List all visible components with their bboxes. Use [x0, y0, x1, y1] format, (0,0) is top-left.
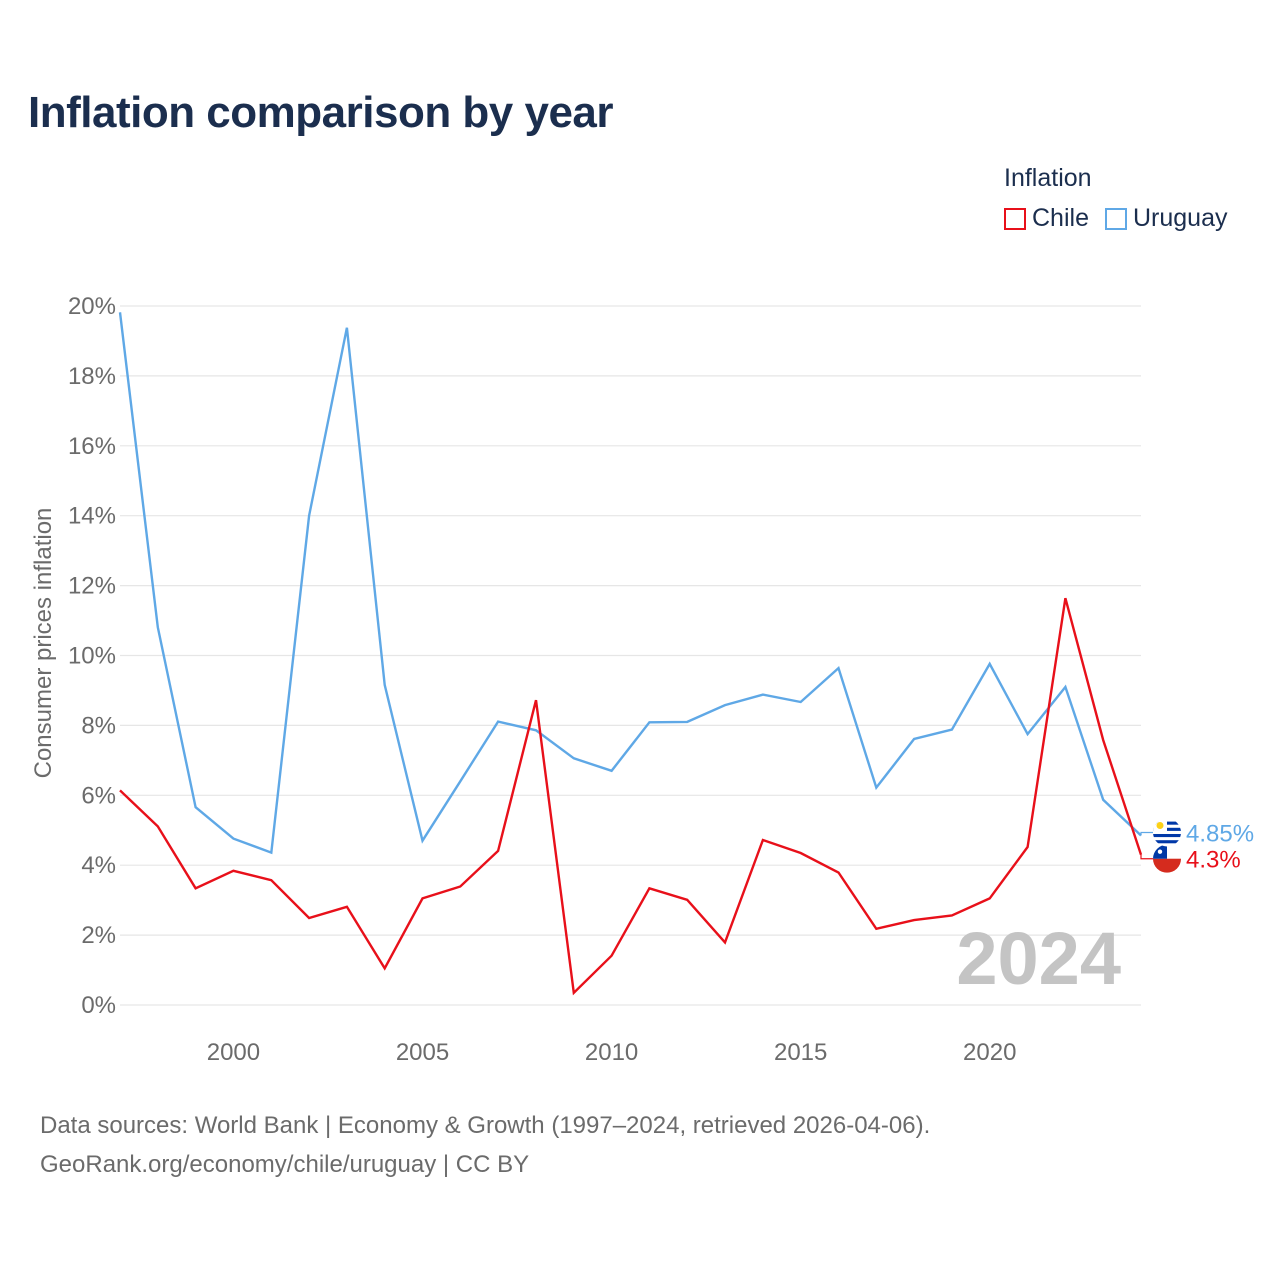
flag-body	[1153, 844, 1181, 873]
chart-title: Inflation comparison by year	[28, 88, 614, 137]
legend-swatch-uruguay	[1104, 207, 1127, 230]
flag-stripe	[1153, 840, 1181, 844]
x-tick-label: 2005	[396, 1039, 449, 1066]
footer: Data sources: World Bank | Economy & Gro…	[40, 1106, 930, 1184]
series-line-chile[interactable]	[119, 597, 1143, 996]
y-axis-ticks: 0% 2% 4% 6% 8% 10% 12% 14% 16% 18% 20%	[68, 293, 116, 1019]
flag-sun	[1156, 821, 1164, 829]
gridlines	[120, 305, 1141, 1006]
legend-title: Inflation	[1004, 164, 1092, 192]
flag-stripe	[1153, 858, 1181, 873]
x-axis-ticks: 2000 2005 2010 2015 2020	[207, 1039, 1017, 1066]
series-lines	[118, 312, 1143, 996]
year-watermark: 2024	[956, 917, 1121, 1000]
flag-star	[1157, 849, 1163, 854]
y-tick-label: 16%	[68, 433, 116, 460]
x-tick-label: 2015	[774, 1039, 827, 1066]
flag-chile-icon	[1153, 844, 1181, 873]
end-connector-uruguay	[1140, 831, 1153, 836]
flag-uruguay-icon	[1153, 818, 1181, 847]
legend-label-chile: Chile	[1032, 204, 1089, 232]
source-url-line: GeoRank.org/economy/chile/uruguay | CC B…	[40, 1151, 530, 1178]
legend: Chile Uruguay	[1004, 204, 1227, 233]
end-connector-chile	[1140, 854, 1153, 860]
flag-stripe	[1153, 833, 1181, 838]
data-source-line: Data sources: World Bank | Economy & Gro…	[40, 1112, 931, 1139]
y-tick-label: 10%	[68, 643, 116, 670]
y-tick-label: 8%	[81, 712, 116, 739]
y-tick-label: 6%	[81, 782, 116, 809]
legend-item-uruguay[interactable]: Uruguay	[1104, 204, 1228, 233]
x-tick-label: 2010	[585, 1039, 638, 1066]
y-tick-label: 2%	[81, 922, 116, 949]
y-tick-label: 0%	[81, 992, 116, 1019]
y-tick-label: 14%	[68, 503, 116, 530]
x-tick-label: 2000	[207, 1039, 260, 1066]
x-tick-label: 2020	[963, 1039, 1016, 1066]
end-markers: 4.3%4.85%	[1140, 818, 1254, 874]
end-value-label-uruguay: 4.85%	[1186, 820, 1254, 847]
series-line-uruguay[interactable]	[118, 312, 1142, 855]
y-tick-label: 20%	[68, 293, 116, 320]
flag-body	[1153, 818, 1181, 847]
legend-swatch-chile	[1004, 207, 1026, 230]
legend-item-chile[interactable]: Chile	[1004, 204, 1089, 233]
y-tick-label: 12%	[68, 573, 116, 600]
end-value-label-chile: 4.3%	[1186, 847, 1241, 874]
legend-label-uruguay: Uruguay	[1132, 204, 1228, 232]
y-tick-label: 4%	[81, 852, 116, 879]
y-axis-label: Consumer prices inflation	[30, 508, 57, 779]
y-tick-label: 18%	[68, 363, 116, 390]
